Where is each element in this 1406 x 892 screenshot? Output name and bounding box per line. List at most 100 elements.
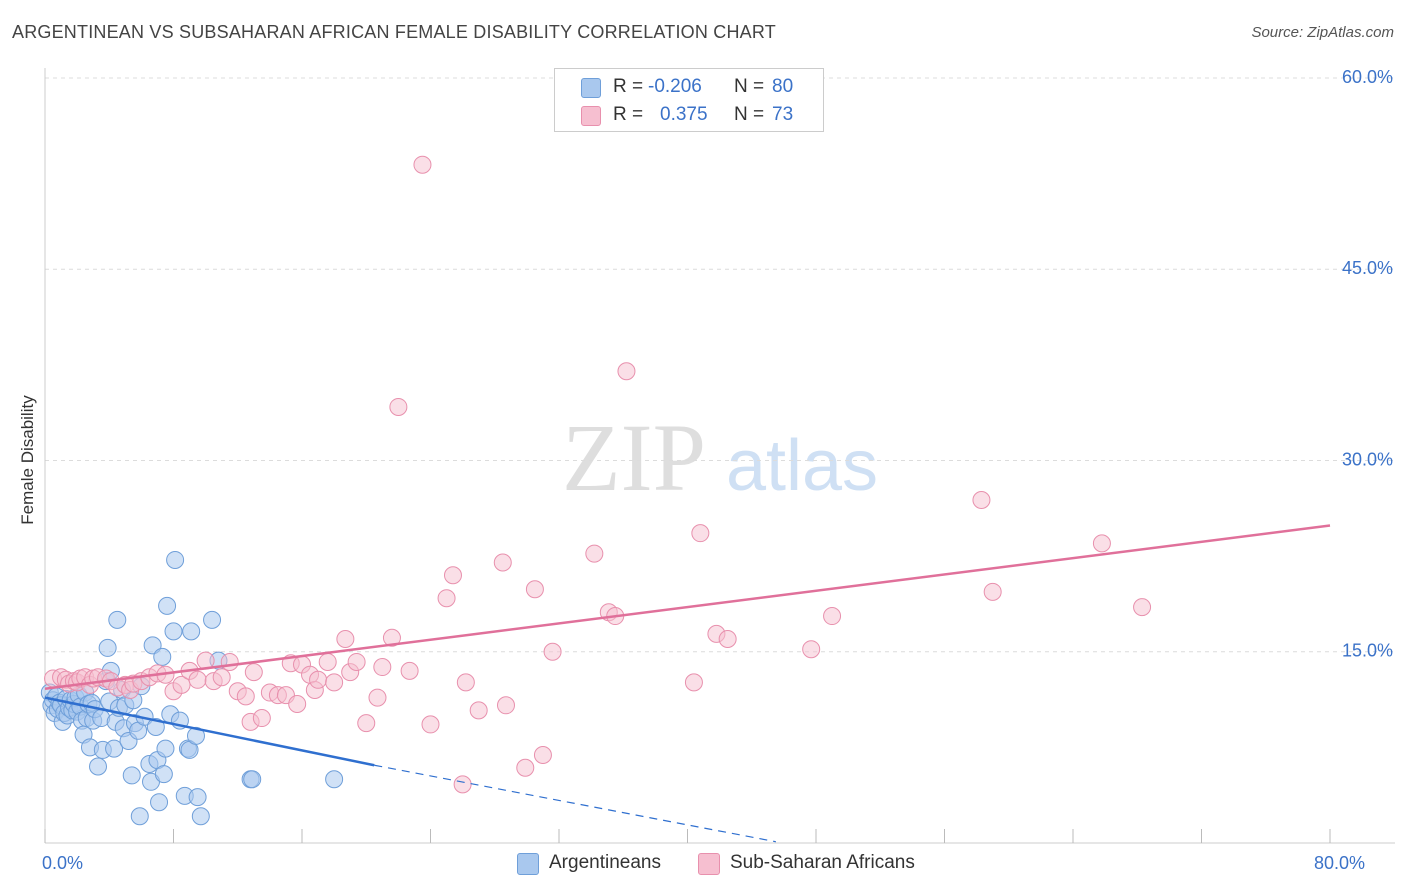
data-point-argentineans [122, 766, 141, 785]
watermark-atlas: atlas [726, 426, 878, 506]
data-point-subsaharan [972, 491, 991, 510]
data-point-subsaharan [585, 544, 604, 563]
data-point-argentineans [243, 770, 262, 789]
data-point-subsaharan [336, 630, 355, 648]
data-point-subsaharan [413, 155, 432, 174]
source-label: Source: ZipAtlas.com [1251, 24, 1394, 41]
data-point-argentineans [325, 770, 344, 789]
data-point-subsaharan [443, 566, 462, 585]
legend-label-subsaharan: Sub-Saharan Africans [730, 852, 915, 873]
trend-line-argentineans [44, 696, 375, 767]
data-point-subsaharan [691, 524, 710, 543]
data-point-subsaharan [318, 652, 337, 671]
data-point-subsaharan [543, 642, 562, 661]
data-point-argentineans [191, 807, 210, 826]
data-point-argentineans [188, 788, 207, 807]
data-point-subsaharan [496, 696, 515, 715]
data-point-subsaharan [347, 652, 366, 671]
data-point-argentineans [105, 739, 124, 758]
data-point-subsaharan [244, 663, 263, 682]
data-point-subsaharan [400, 661, 419, 680]
data-point-subsaharan [172, 675, 191, 694]
data-point-argentineans [98, 638, 117, 657]
data-point-subsaharan [1133, 598, 1152, 617]
data-point-argentineans [153, 647, 172, 666]
y-tick-label: 60.0% [1342, 67, 1393, 87]
data-point-subsaharan [188, 670, 207, 689]
x-tick-label: 80.0% [1314, 853, 1365, 873]
data-point-subsaharan [212, 668, 231, 687]
n-label: N = [734, 76, 765, 97]
data-point-subsaharan [220, 652, 239, 671]
data-point-argentineans [203, 610, 222, 629]
data-point-argentineans [156, 739, 175, 758]
watermark-zip: ZIP [562, 404, 706, 511]
trend-lines [44, 524, 1331, 843]
stats-row-subsaharan: R = 0.375 N = 73 [555, 101, 823, 129]
y-tick-label: 45.0% [1342, 258, 1393, 278]
data-point-argentineans [158, 596, 177, 615]
r-label: R = [613, 76, 644, 97]
n-value: 73 [772, 104, 794, 125]
y-tick-label: 30.0% [1342, 449, 1393, 469]
data-point-subsaharan [236, 687, 255, 706]
data-point-subsaharan [493, 553, 512, 572]
axes [44, 68, 1395, 844]
data-point-subsaharan [718, 630, 737, 648]
trend-line-subsaharan [44, 524, 1331, 690]
r-label: R = [613, 104, 644, 125]
data-point-subsaharan [456, 673, 475, 692]
data-point-subsaharan [389, 397, 408, 416]
data-point-subsaharan [288, 695, 307, 714]
data-point-subsaharan [1092, 534, 1111, 553]
chart-title: ARGENTINEAN VS SUBSAHARAN AFRICAN FEMALE… [12, 22, 776, 42]
data-point-subsaharan [373, 658, 392, 677]
data-point-subsaharan [453, 775, 472, 794]
r-value: 0.375 [660, 104, 708, 125]
data-point-subsaharan [357, 714, 376, 733]
data-point-subsaharan [617, 362, 636, 381]
data-point-subsaharan [469, 701, 488, 720]
data-point-subsaharan [325, 673, 344, 692]
r-value: -0.206 [648, 76, 702, 97]
data-point-subsaharan [309, 670, 328, 689]
legend-swatch-subsaharan [698, 853, 720, 875]
data-point-subsaharan [823, 607, 842, 626]
stats-box: R = -0.206 N = 80 R = 0.375 N = 73 [554, 68, 824, 132]
data-point-subsaharan [684, 673, 703, 692]
trend-line-argentineans-extension [374, 764, 776, 843]
data-point-subsaharan [368, 688, 387, 707]
data-point-subsaharan [533, 746, 552, 765]
x-tick-label: 0.0% [42, 853, 83, 873]
data-point-argentineans [166, 550, 185, 569]
data-point-argentineans [89, 757, 108, 776]
legend-label-argentineans: Argentineans [549, 852, 661, 873]
data-point-argentineans [164, 622, 183, 641]
subsaharan-points [44, 155, 1152, 794]
watermark: ZIP atlas [562, 404, 878, 511]
data-point-subsaharan [525, 580, 544, 599]
data-point-argentineans [154, 765, 173, 784]
data-point-argentineans [182, 622, 201, 641]
data-point-subsaharan [516, 758, 535, 777]
data-point-subsaharan [802, 640, 821, 659]
y-tick-label: 15.0% [1342, 641, 1393, 661]
data-point-argentineans [130, 807, 149, 826]
subsaharan-swatch [581, 106, 601, 126]
data-point-subsaharan [437, 589, 456, 608]
data-point-subsaharan [421, 715, 440, 734]
data-point-argentineans [143, 636, 162, 655]
data-point-argentineans [108, 610, 127, 629]
gridlines [45, 77, 1395, 653]
data-point-subsaharan [252, 709, 271, 728]
argentineans-swatch [581, 78, 601, 98]
data-point-subsaharan [382, 628, 401, 647]
data-point-argentineans [150, 793, 169, 812]
data-point-argentineans [146, 717, 165, 736]
data-point-subsaharan [983, 582, 1002, 601]
legend-swatch-argentineans [517, 853, 539, 875]
n-label: N = [734, 104, 765, 125]
tick-labels: 15.0% 30.0% 45.0% 60.0% 0.0% 80.0% [42, 67, 1393, 873]
stats-row-argentineans: R = -0.206 N = 80 [555, 73, 823, 101]
